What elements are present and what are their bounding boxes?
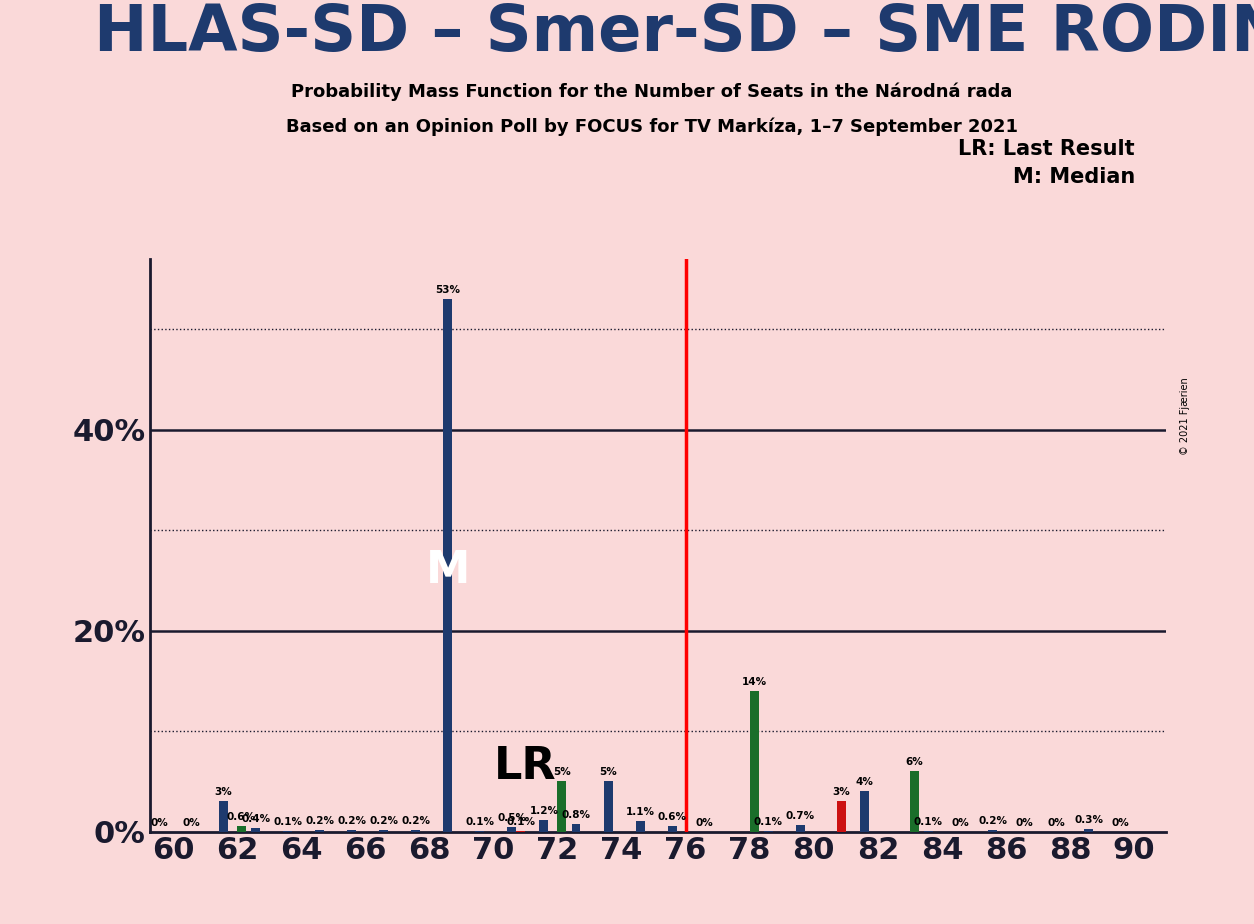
Bar: [347, 830, 356, 832]
Text: 0.5%: 0.5%: [498, 812, 527, 822]
Bar: [860, 791, 869, 832]
Text: 0%: 0%: [695, 818, 714, 828]
Text: 0.6%: 0.6%: [227, 811, 256, 821]
Text: LR: Last Result: LR: Last Result: [958, 140, 1135, 159]
Text: 0.2%: 0.2%: [337, 816, 366, 825]
Text: 0%: 0%: [1048, 818, 1066, 828]
Text: 0%: 0%: [150, 818, 168, 828]
Text: 0%: 0%: [952, 818, 969, 828]
Bar: [572, 823, 581, 832]
Bar: [910, 772, 919, 832]
Text: LR: LR: [494, 745, 557, 788]
Text: Probability Mass Function for the Number of Seats in the Národná rada: Probability Mass Function for the Number…: [291, 82, 1013, 101]
Bar: [219, 801, 228, 832]
Text: © 2021 Fjærien: © 2021 Fjærien: [1180, 377, 1190, 455]
Text: Based on an Opinion Poll by FOCUS for TV Markíza, 1–7 September 2021: Based on an Opinion Poll by FOCUS for TV…: [286, 117, 1018, 136]
Text: M: Median: M: Median: [1013, 167, 1135, 187]
Bar: [636, 821, 645, 832]
Text: 4%: 4%: [855, 777, 873, 787]
Bar: [411, 830, 420, 832]
Bar: [508, 827, 517, 832]
Text: 0%: 0%: [1112, 818, 1130, 828]
Text: 0.1%: 0.1%: [914, 817, 943, 827]
Bar: [444, 299, 453, 832]
Text: 1.1%: 1.1%: [626, 807, 655, 817]
Text: 0.1%: 0.1%: [465, 817, 494, 827]
Bar: [539, 820, 548, 832]
Text: 0.4%: 0.4%: [241, 813, 270, 823]
Text: 0.3%: 0.3%: [1075, 815, 1104, 824]
Text: 0.1%: 0.1%: [507, 817, 535, 827]
Text: 0.7%: 0.7%: [786, 810, 815, 821]
Text: 6%: 6%: [905, 758, 923, 767]
Bar: [603, 782, 612, 832]
Text: 0.6%: 0.6%: [657, 811, 687, 821]
Bar: [667, 825, 677, 832]
Bar: [475, 831, 484, 832]
Bar: [558, 782, 567, 832]
Bar: [988, 830, 997, 832]
Bar: [251, 828, 260, 832]
Bar: [237, 825, 246, 832]
Bar: [315, 830, 324, 832]
Text: 5%: 5%: [553, 767, 571, 777]
Text: 5%: 5%: [599, 767, 617, 777]
Text: 0.2%: 0.2%: [401, 816, 430, 825]
Text: 3%: 3%: [833, 787, 850, 797]
Text: 53%: 53%: [435, 285, 460, 295]
Text: 0.2%: 0.2%: [305, 816, 334, 825]
Text: 0%: 0%: [1016, 818, 1033, 828]
Text: 0.2%: 0.2%: [978, 816, 1007, 825]
Text: 1.2%: 1.2%: [529, 806, 558, 816]
Text: 0.1%: 0.1%: [754, 817, 782, 827]
Text: 0.2%: 0.2%: [369, 816, 399, 825]
Bar: [379, 830, 389, 832]
Bar: [1085, 829, 1093, 832]
Text: 0%: 0%: [183, 818, 201, 828]
Bar: [924, 831, 933, 832]
Text: HLAS-SD – Smer-SD – SME RODINA – Kotleba-ĽSNS – S: HLAS-SD – Smer-SD – SME RODINA – Kotleba…: [94, 2, 1254, 64]
Text: 3%: 3%: [214, 787, 232, 797]
Bar: [764, 831, 772, 832]
Bar: [517, 831, 525, 832]
Bar: [796, 824, 805, 832]
Text: 14%: 14%: [741, 677, 766, 687]
Bar: [283, 831, 292, 832]
Text: 0.8%: 0.8%: [562, 809, 591, 820]
Text: 0.1%: 0.1%: [273, 817, 302, 827]
Bar: [750, 691, 759, 832]
Bar: [836, 801, 845, 832]
Text: M: M: [425, 549, 470, 591]
